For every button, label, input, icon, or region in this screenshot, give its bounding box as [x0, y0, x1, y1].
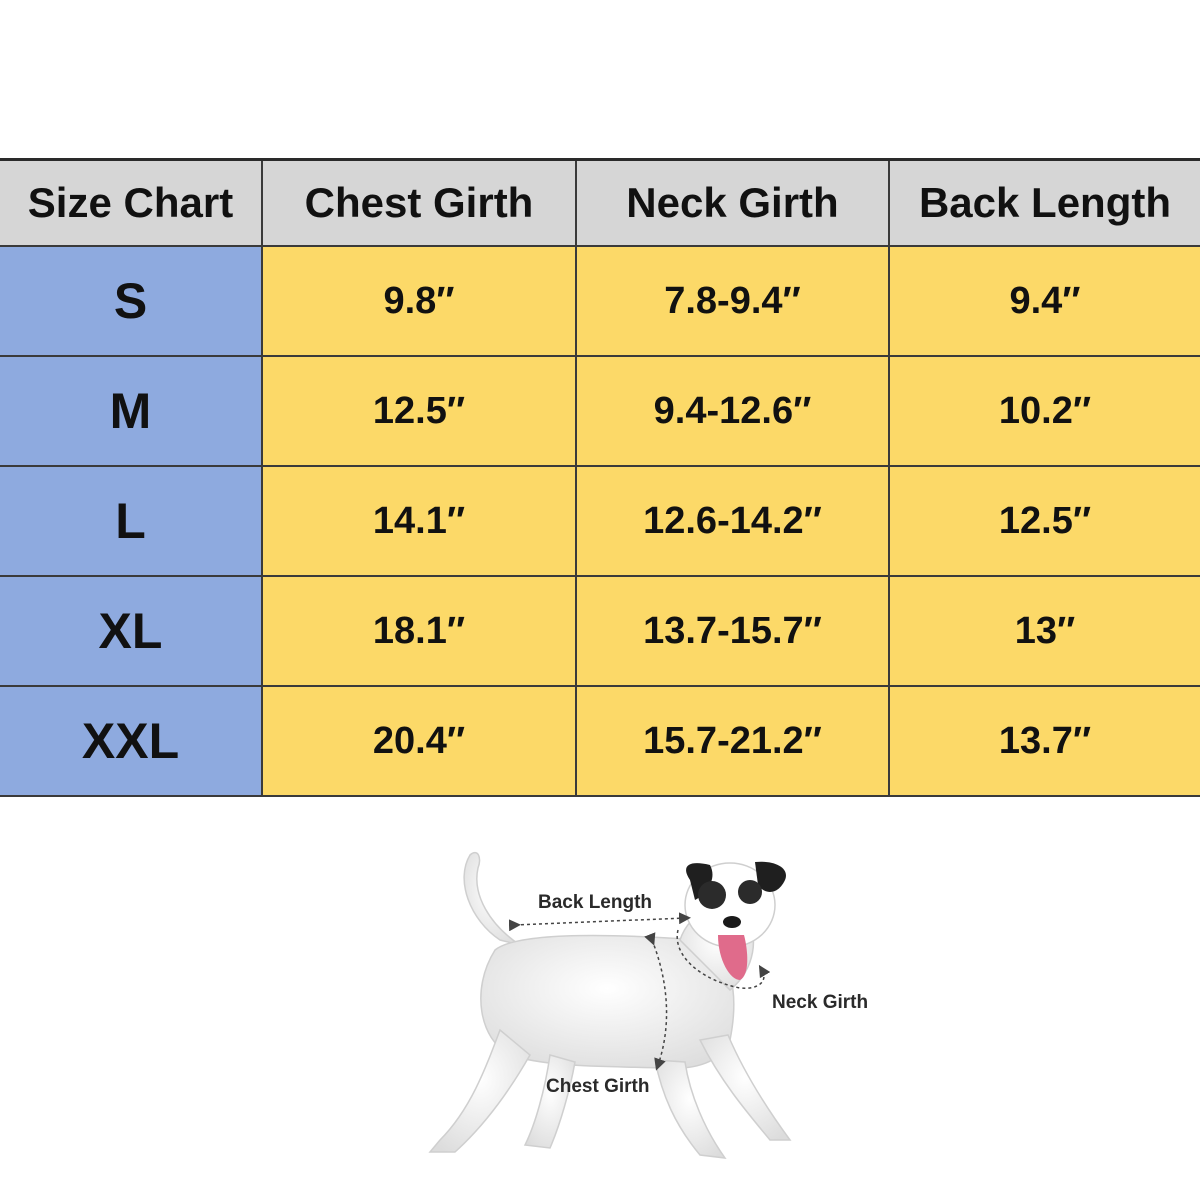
dog-tail: [463, 851, 521, 946]
back-cell: 12.5″: [888, 465, 1200, 577]
chest-cell: 9.8″: [261, 245, 577, 357]
back-cell: 13″: [888, 575, 1200, 687]
chest-cell: 18.1″: [261, 575, 577, 687]
dog-eye-patch-2: [738, 880, 762, 904]
size-cell: M: [0, 355, 263, 467]
dog-rear-leg-2: [523, 1054, 576, 1149]
neck-cell: 15.7-21.2″: [575, 685, 890, 797]
header-neck-girth: Neck Girth: [575, 158, 890, 247]
back-length-label: Back Length: [538, 892, 652, 913]
dog-nose: [723, 916, 741, 928]
size-cell: XXL: [0, 685, 263, 797]
chest-girth-arrow: [644, 932, 668, 1071]
size-cell: S: [0, 245, 263, 357]
header-row: Size Chart Chest Girth Neck Girth Back L…: [0, 158, 1200, 247]
chest-cell: 12.5″: [261, 355, 577, 467]
neck-cell: 12.6-14.2″: [575, 465, 890, 577]
neck-girth-arrow: [676, 929, 771, 989]
back-length-arrow: [508, 912, 691, 932]
header-back-length: Back Length: [888, 158, 1200, 247]
neck-cell: 13.7-15.7″: [575, 575, 890, 687]
chest-cell: 20.4″: [261, 685, 577, 797]
chest-girth-label: Chest Girth: [546, 1076, 649, 1097]
table-row: M 12.5″ 9.4-12.6″ 10.2″: [0, 355, 1200, 467]
dog-front-leg-2: [698, 1034, 792, 1141]
table-row: XL 18.1″ 13.7-15.7″ 13″: [0, 575, 1200, 687]
back-cell: 9.4″: [888, 245, 1200, 357]
dog-tongue: [718, 935, 748, 980]
header-chest-girth: Chest Girth: [261, 158, 577, 247]
neck-cell: 7.8-9.4″: [575, 245, 890, 357]
size-cell: XL: [0, 575, 263, 687]
table-row: S 9.8″ 7.8-9.4″ 9.4″: [0, 245, 1200, 357]
dog-illustration: Back Length Neck Girth Chest Girth: [428, 851, 868, 1159]
dog-rear-leg: [428, 1028, 531, 1153]
table-row: XXL 20.4″ 15.7-21.2″ 13.7″: [0, 685, 1200, 797]
size-chart-table: Size Chart Chest Girth Neck Girth Back L…: [0, 158, 1200, 797]
dog-front-leg: [654, 1059, 727, 1159]
chest-cell: 14.1″: [261, 465, 577, 577]
table-row: L 14.1″ 12.6-14.2″ 12.5″: [0, 465, 1200, 577]
size-cell: L: [0, 465, 263, 577]
neck-cell: 9.4-12.6″: [575, 355, 890, 467]
header-size-chart: Size Chart: [0, 158, 263, 247]
dog-right-ear: [755, 861, 786, 892]
dog-eye-patch: [698, 881, 726, 909]
dog-measurement-diagram: Back Length Neck Girth Chest Girth: [400, 840, 920, 1190]
back-cell: 10.2″: [888, 355, 1200, 467]
neck-girth-label: Neck Girth: [772, 992, 868, 1013]
back-cell: 13.7″: [888, 685, 1200, 797]
